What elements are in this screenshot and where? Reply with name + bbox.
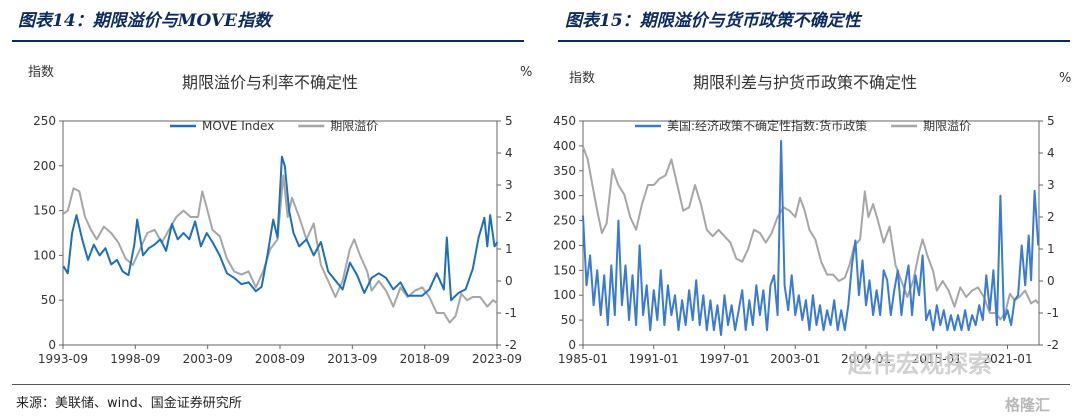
x-tick-label: 2013-09: [327, 352, 377, 366]
x-tick-label: 1991-01: [629, 352, 679, 366]
y-left-tick-label: 250: [553, 214, 576, 228]
x-tick-label: 2003-01: [770, 352, 820, 366]
x-tick-label: 2023-09: [472, 352, 522, 366]
watermark-gelonghui: 格隆汇: [1005, 396, 1051, 414]
legend-label: 美国:经济政策不确定性指数:货币政策: [667, 118, 867, 133]
y-left-tick-label: 50: [561, 313, 576, 327]
x-tick-label: 2008-09: [255, 352, 305, 366]
y-right-tick-label: 1: [505, 242, 513, 256]
y-right-tick-label: 0: [1047, 274, 1055, 288]
y-left-tick-label: 250: [33, 114, 56, 128]
y-left-tick-label: 200: [553, 238, 576, 252]
chart-term-premium-move: 期限溢价与利率不确定性 指数 % 0 50 100 150 200 250 -2 -1 0 1 2 3 4 5 1…: [28, 65, 532, 366]
title-rule-left: [12, 40, 524, 42]
y-right-tick-label: 5: [505, 114, 513, 128]
y-right-tick-label: 4: [1047, 146, 1055, 160]
y-left-tick-label: 150: [33, 204, 56, 218]
y-left-tick-label: 200: [33, 159, 56, 173]
y-right-tick-label: -1: [1047, 306, 1059, 320]
footer-rule: [12, 384, 1070, 385]
y-axis-left-label: 指数: [569, 71, 595, 86]
y-right-tick-label: -1: [505, 306, 517, 320]
legend-label: 期限溢价: [330, 119, 378, 133]
y-right-tick-label: -2: [505, 338, 517, 352]
y-left-tick-label: 450: [553, 114, 576, 128]
y-axis-right-label: %: [520, 65, 532, 80]
y-right-tick-label: 2: [1047, 210, 1055, 224]
y-right-tick-label: -2: [1047, 338, 1059, 352]
y-right-tick-label: 3: [505, 178, 513, 192]
series-line-right-axis: [582, 146, 1039, 321]
series-line-left-axis: [582, 139, 1040, 336]
plot-frame: [62, 120, 498, 346]
chart-title: 期限利差与护货币政策不确定性: [693, 73, 917, 92]
y-right-tick-label: 1: [1047, 242, 1055, 256]
y-right-tick-label: 4: [505, 146, 513, 160]
source-note: 来源：美联储、wind、国金证券研究所: [16, 396, 242, 411]
chart-title: 期限溢价与利率不确定性: [182, 73, 358, 92]
figure-title-left: 图表14：期限溢价与MOVE指数: [18, 11, 272, 31]
y-left-tick-label: 0: [48, 338, 56, 352]
series-line-right-axis: [62, 174, 498, 324]
y-left-tick-label: 50: [41, 293, 56, 307]
x-tick-label: 2018-09: [400, 352, 450, 366]
y-right-tick-label: 0: [505, 274, 513, 288]
x-tick-label: 2021-01: [982, 352, 1032, 366]
x-tick-label: 1997-01: [699, 352, 749, 366]
y-left-tick-label: 350: [553, 164, 576, 178]
y-axis-left-label: 指数: [28, 65, 54, 80]
y-right-tick-label: 5: [1047, 114, 1055, 128]
x-tick-label: 2003-09: [183, 352, 233, 366]
title-rule-right: [558, 40, 1070, 42]
x-tick-label: 1998-09: [110, 352, 160, 366]
y-left-tick-label: 100: [33, 248, 56, 262]
x-tick-label: 2015-01: [912, 352, 962, 366]
watermark: 赵伟宏观探索: [848, 350, 992, 378]
figure-title-right: 图表15：期限溢价与货币政策不确定性: [565, 11, 861, 31]
y-left-tick-label: 0: [568, 338, 576, 352]
x-tick-label: 1993-09: [38, 352, 88, 366]
y-right-tick-label: 3: [1047, 178, 1055, 192]
y-left-tick-label: 150: [553, 263, 576, 277]
y-left-tick-label: 400: [553, 139, 576, 153]
legend-label: MOVE Index: [202, 119, 274, 133]
series-line-left-axis: [62, 155, 499, 302]
y-axis-right-label: %: [1059, 71, 1071, 86]
x-tick-label: 1985-01: [558, 352, 608, 366]
y-left-tick-label: 300: [553, 189, 576, 203]
y-left-tick-label: 100: [553, 288, 576, 302]
y-right-tick-label: 2: [505, 210, 513, 224]
x-tick-label: 2009-01: [841, 352, 891, 366]
legend-label: 期限溢价: [923, 119, 971, 133]
